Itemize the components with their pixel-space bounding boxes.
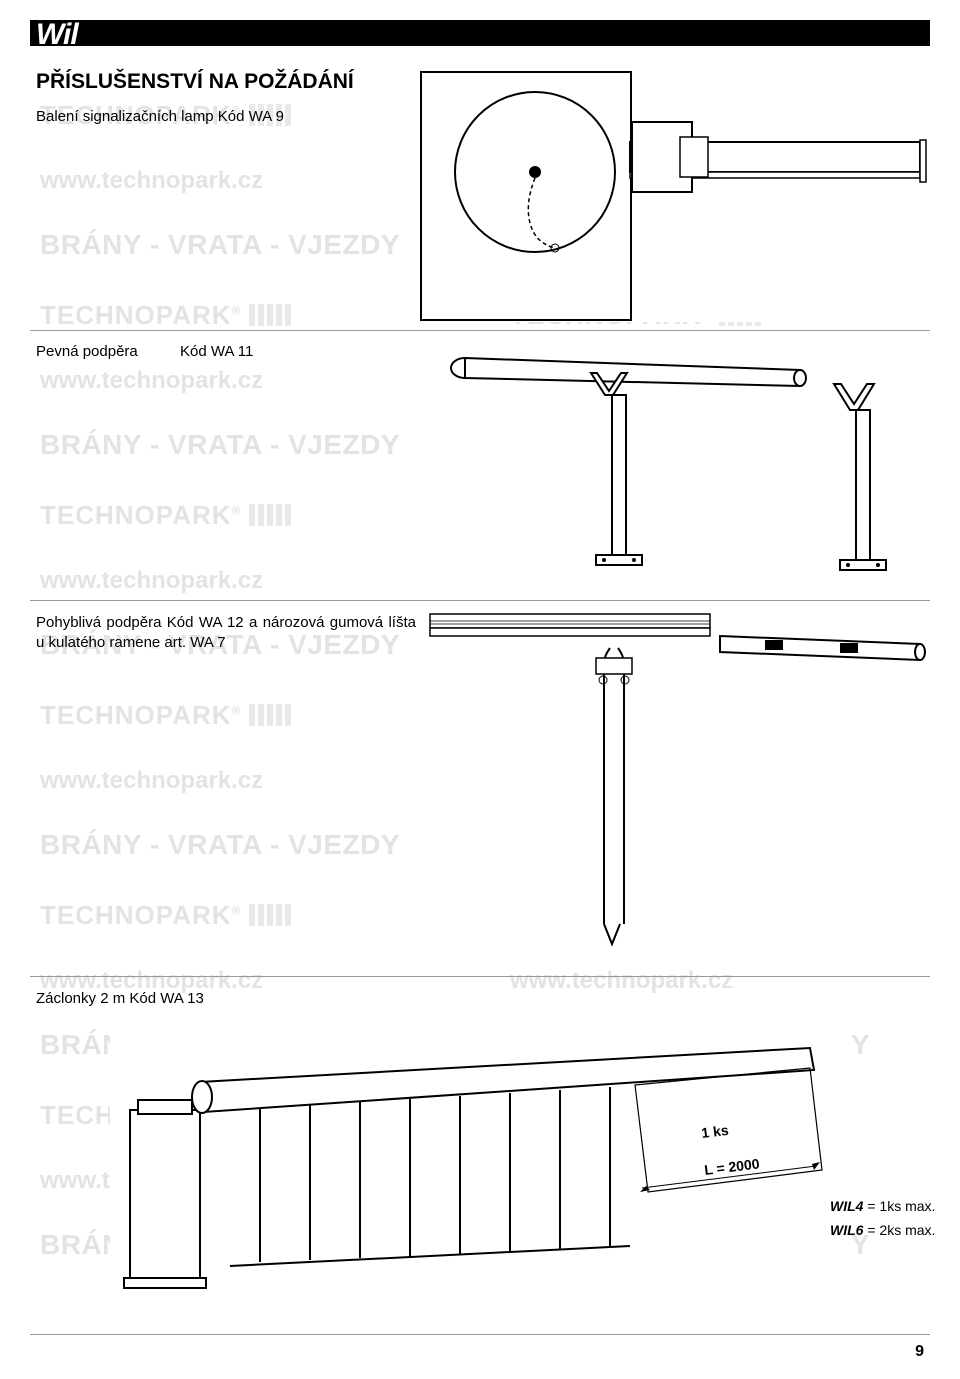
page-content: Wil PŘÍSLUŠENSTVÍ NA POŽÁDÁNÍ Balení sig… (0, 0, 960, 1379)
section2-label: Pevná podpěra (36, 343, 138, 360)
figure-signal-lamps (420, 62, 930, 322)
wil4-spec: WIL4 = 1ks max. (830, 1198, 935, 1214)
rule-3 (30, 976, 930, 977)
wil6-spec: WIL6 = 2ks max. (830, 1222, 935, 1238)
section4-text: Záclonky 2 m Kód WA 13 (36, 990, 204, 1007)
footer-rule (30, 1334, 930, 1335)
qty-label: 1 ks (700, 1122, 729, 1141)
rule-1 (30, 330, 930, 331)
figure-movable-support (420, 608, 930, 968)
section1-text: Balení signalizačních lamp Kód WA 9 (36, 108, 284, 125)
header-bar: Wil (30, 20, 930, 46)
page-title: PŘÍSLUŠENSTVÍ NA POŽÁDÁNÍ (36, 70, 354, 94)
figure-curtains: L = 2000 1 ks (110, 1010, 850, 1310)
section3-text: Pohyblivá podpěra Kód WA 12 a nározová g… (36, 613, 416, 654)
wil-logo: Wil (36, 18, 78, 52)
page-number: 9 (915, 1343, 924, 1361)
section2-code: Kód WA 11 (180, 343, 253, 360)
figure-fixed-support (420, 340, 930, 595)
rule-2 (30, 600, 930, 601)
